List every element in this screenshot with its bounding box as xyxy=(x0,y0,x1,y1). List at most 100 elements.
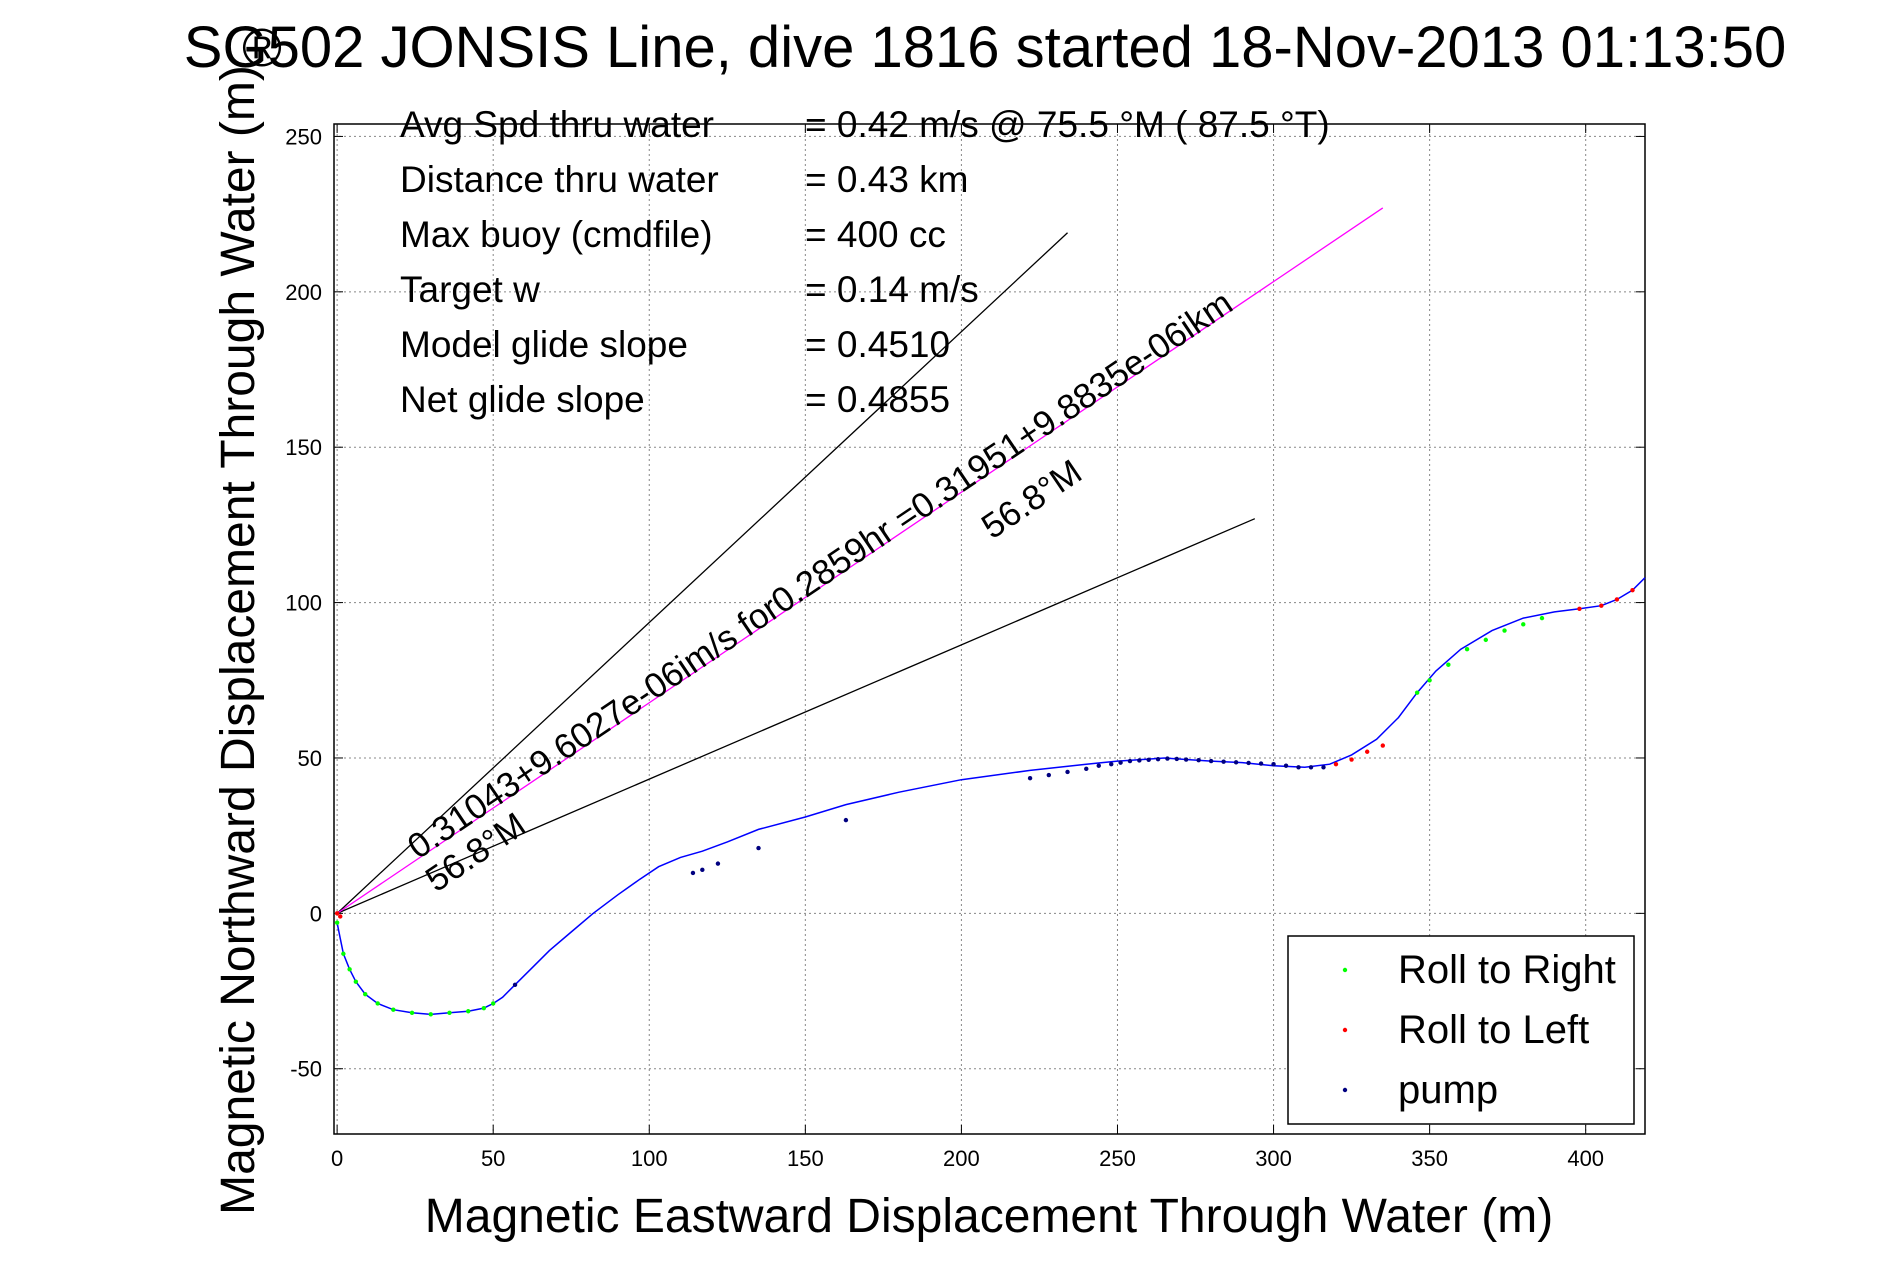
pump-point xyxy=(1208,758,1214,764)
legend-marker-roll-left xyxy=(1342,1027,1348,1033)
x-tick-label: 250 xyxy=(1099,1146,1136,1171)
x-tick-label: 200 xyxy=(943,1146,980,1171)
heading-line-upper xyxy=(336,232,1068,914)
pump-point xyxy=(1246,760,1251,766)
pump-point xyxy=(700,867,705,873)
roll-right-point xyxy=(1446,662,1451,667)
roll-right-point xyxy=(1539,615,1545,621)
x-tick-label: 400 xyxy=(1567,1146,1604,1171)
roll-left-point xyxy=(1577,606,1582,611)
legend-marker-pump xyxy=(1342,1087,1348,1093)
pump-point xyxy=(1283,763,1289,768)
pump-point xyxy=(1096,763,1101,768)
track-series xyxy=(336,577,1646,1016)
stat-value: = 0.4855 xyxy=(805,379,950,420)
heading-line-lower xyxy=(336,518,1256,914)
pump-point xyxy=(512,982,518,988)
stat-label: Model glide slope xyxy=(400,324,688,365)
pump-point xyxy=(1308,765,1314,770)
roll-right-point xyxy=(1464,647,1470,652)
y-tick-label: 200 xyxy=(285,280,322,305)
stat-label: Target w xyxy=(400,269,540,310)
roll-left-point xyxy=(1349,757,1354,762)
roll-right-point xyxy=(466,1009,471,1014)
stat-value: = 0.14 m/s xyxy=(805,269,979,310)
roll-right-point xyxy=(391,1007,396,1012)
y-tick-label: 250 xyxy=(285,124,322,149)
roll-left-point xyxy=(1599,603,1604,608)
legend-label-roll-left: Roll to Left xyxy=(1398,1008,1589,1052)
pump-point xyxy=(1296,765,1301,770)
stat-label: Distance thru water xyxy=(400,159,719,200)
pump-point xyxy=(715,861,721,866)
stats-block: Avg Spd thru water = 0.42 m/s @ 75.5 °M … xyxy=(400,104,1330,420)
x-tick-label: 100 xyxy=(631,1146,668,1171)
pump-point xyxy=(1165,756,1170,761)
pump-point xyxy=(1233,760,1239,765)
axis-ticks: 0 50 100 150 200 250 300 350 400 -50 0 50 100 150 200 2… xyxy=(285,124,1645,1171)
stat-value: = 0.42 m/s @ 75.5 °M ( 87.5 °T) xyxy=(805,104,1330,145)
y-axis-label: Magnetic Northward Displacement Through … xyxy=(212,65,265,1215)
x-tick-label: 300 xyxy=(1255,1146,1292,1171)
roll-right-point xyxy=(347,967,352,972)
roll-right-point xyxy=(375,1001,380,1006)
y-tick-label: 150 xyxy=(285,435,322,460)
pump-point xyxy=(1137,758,1142,763)
roll-right-point xyxy=(428,1012,433,1017)
pump-point xyxy=(1118,760,1123,765)
pump-point xyxy=(1065,769,1070,775)
stat-value: = 0.4510 xyxy=(805,324,950,365)
legend-label-pump: pump xyxy=(1398,1068,1498,1112)
roll-right-point xyxy=(1521,622,1526,627)
roll-right-point xyxy=(1502,628,1507,633)
pump-point xyxy=(1221,759,1226,764)
roll-left-point xyxy=(334,911,340,916)
roll-left-point xyxy=(1333,761,1339,767)
pump-point xyxy=(1146,757,1151,763)
pump-point xyxy=(1174,756,1179,762)
y-tick-label: 100 xyxy=(285,591,322,616)
y-tick-label: 50 xyxy=(298,746,322,771)
roll-left-point xyxy=(1630,587,1635,593)
roll-right-point xyxy=(353,979,359,984)
pump-point xyxy=(1196,757,1201,763)
stat-label: Net glide slope xyxy=(400,379,645,420)
y-tick-label: 0 xyxy=(310,901,322,926)
current-line xyxy=(336,207,1384,914)
roll-right-point xyxy=(363,991,368,997)
roll-right-point xyxy=(1427,678,1432,683)
roll-right-point xyxy=(490,1001,496,1006)
x-tick-label: 0 xyxy=(331,1146,343,1171)
roll-left-point xyxy=(1380,743,1386,748)
roll-right-point xyxy=(334,920,340,925)
pump-point xyxy=(1183,757,1189,762)
roll-right-point xyxy=(341,951,346,956)
stat-label: Max buoy (cmdfile) xyxy=(400,214,713,255)
pump-point xyxy=(1027,775,1033,781)
chart-title: SG502 JONSIS Line, dive 1816 started 18-… xyxy=(184,15,1786,80)
legend-marker-roll-right xyxy=(1342,967,1348,973)
roll-right-point xyxy=(409,1010,415,1015)
pump-point xyxy=(1155,757,1161,762)
x-tick-label: 50 xyxy=(481,1146,505,1171)
legend-label-roll-right: Roll to Right xyxy=(1398,948,1616,992)
roll-right-point xyxy=(481,1005,487,1011)
pump-point xyxy=(690,870,696,876)
marker-series xyxy=(334,587,1635,1017)
y-tick-label: -50 xyxy=(290,1057,322,1082)
pump-point xyxy=(756,845,761,851)
roll-right-point xyxy=(1414,690,1420,695)
roll-left-point xyxy=(1614,597,1620,602)
pump-point xyxy=(1084,766,1089,772)
x-tick-label: 150 xyxy=(787,1146,824,1171)
pump-point xyxy=(1127,758,1133,764)
track-line xyxy=(336,577,1646,1016)
pump-point xyxy=(1271,761,1276,767)
x-axis-label: Magnetic Eastward Displacement Through W… xyxy=(425,1190,1553,1243)
legend: Roll to Right Roll to Left pump xyxy=(1287,935,1635,1125)
pump-point xyxy=(1109,761,1114,767)
stat-label: Avg Spd thru water xyxy=(400,104,714,145)
x-tick-label: 350 xyxy=(1411,1146,1448,1171)
roll-right-point xyxy=(1483,637,1489,643)
